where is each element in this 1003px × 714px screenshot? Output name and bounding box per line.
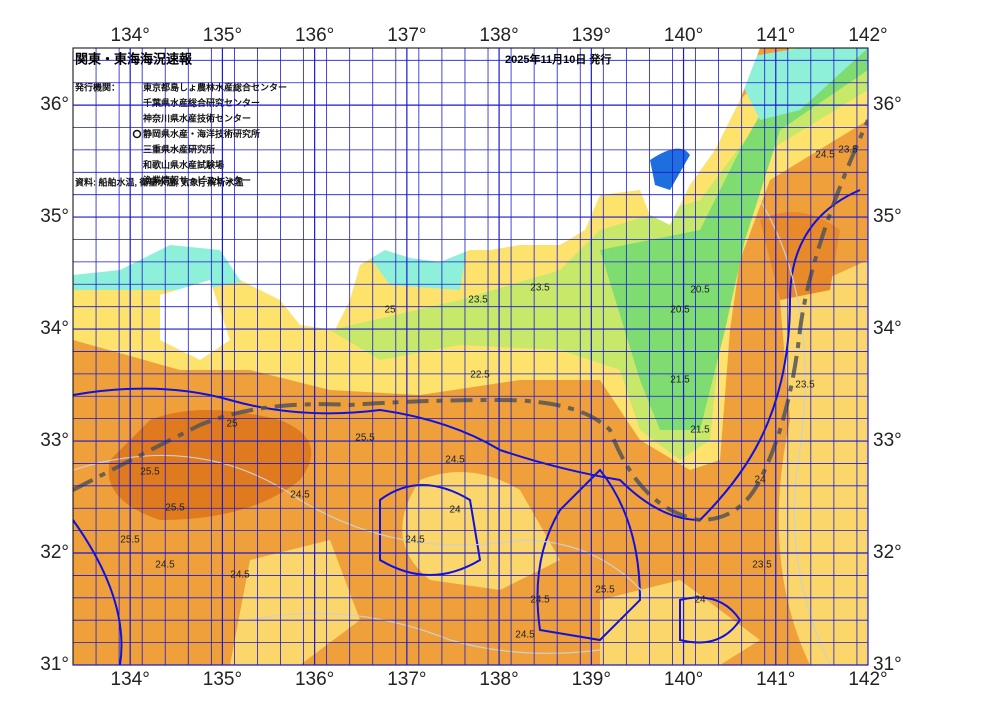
sea-cool [230, 540, 360, 665]
issuer: 千葉県水産総合研究センター [143, 97, 260, 108]
contour-label: 20.5 [690, 285, 710, 296]
contour-label: 21.5 [690, 425, 710, 436]
contour-label: 25.5 [165, 503, 185, 514]
lon-label-top: 140° [664, 25, 703, 46]
lon-label-bottom: 142° [848, 669, 887, 690]
issuer: 和歌山県水産試験場 [142, 159, 224, 170]
lat-label-left: 34° [40, 318, 69, 339]
lat-label-right: 33° [873, 430, 902, 451]
lon-label-top: 141° [756, 25, 795, 46]
contour-label: 24.5 [405, 535, 425, 546]
contour-label: 23.5 [838, 145, 858, 156]
lon-label-top: 138° [479, 25, 518, 46]
lon-label-top: 137° [387, 25, 426, 46]
title: 関東・東海海況速報 [75, 51, 193, 66]
issuers-label: 発行機関： [74, 81, 120, 92]
contour-label: 25.5 [140, 467, 160, 478]
contour-label: 25 [384, 305, 396, 316]
lat-label-right: 34° [873, 318, 902, 339]
lon-label-bottom: 140° [664, 669, 703, 690]
contour-label: 25.5 [595, 585, 615, 596]
lat-label-left: 36° [40, 94, 69, 115]
lat-label-left: 33° [40, 430, 69, 451]
contour-label: 25 [226, 419, 238, 430]
lon-label-top: 135° [203, 25, 242, 46]
sea-green [600, 48, 868, 430]
kuroshio-axis [73, 119, 868, 523]
lon-label-bottom: 137° [387, 669, 426, 690]
lat-label-left: 31° [40, 654, 69, 675]
contour-label: 24 [449, 505, 461, 516]
lon-label-bottom: 138° [479, 669, 518, 690]
contour-label: 22.5 [470, 370, 490, 381]
lat-label-right: 32° [873, 542, 902, 563]
lon-label-bottom: 136° [295, 669, 334, 690]
issuer: 神奈川県水産技術センター [143, 112, 251, 123]
lon-label-bottom: 135° [203, 669, 242, 690]
contour-label: 25.5 [120, 535, 140, 546]
contour-label: 24.5 [515, 630, 535, 641]
sea-green [330, 48, 868, 460]
contour-label: 23.5 [468, 295, 488, 306]
issuer: 三重県水産研究所 [143, 143, 215, 154]
lon-label-top: 134° [111, 25, 150, 46]
sea-warm-patch [760, 212, 840, 300]
contour-label: 24.5 [815, 150, 835, 161]
contour-label: 20.5 [670, 305, 690, 316]
lon-label-bottom: 134° [111, 669, 150, 690]
contour-label: 25.5 [355, 433, 375, 444]
sea-cool [778, 260, 868, 665]
lake [650, 148, 690, 190]
lon-label-bottom: 141° [756, 669, 795, 690]
lon-label-bottom: 139° [572, 669, 611, 690]
lon-label-top: 136° [295, 25, 334, 46]
sea-temperature-field [73, 48, 868, 665]
contour-label: 24.5 [530, 595, 550, 606]
lat-label-left: 35° [40, 206, 69, 227]
lat-label-left: 32° [40, 542, 69, 563]
lon-label-top: 142° [848, 25, 887, 46]
issue-date: 2025年11月10日 発行 [505, 52, 611, 66]
contour-label: 24 [694, 595, 706, 606]
contour-label: 24.5 [155, 560, 175, 571]
contour-label: 24.5 [290, 490, 310, 501]
sea-hot [108, 410, 312, 520]
lon-label-top: 139° [572, 25, 611, 46]
contour-label: 24.5 [445, 455, 465, 466]
land [73, 48, 760, 330]
contour-label: 24 [754, 475, 766, 486]
lat-label-right: 35° [873, 206, 902, 227]
issuer: 静岡県水産・海洋技術研究所 [143, 128, 260, 139]
contour-label: 23.5 [530, 283, 550, 294]
issuer: 漁業情報サービスセンター [143, 174, 251, 185]
marker [132, 129, 142, 139]
contour-label: 23.5 [752, 560, 772, 571]
data-source: 資料: 船舶水温, 衛星水温, 気象庁解析水温 [75, 176, 244, 187]
contour-label: 23.5 [795, 380, 815, 391]
issuer: 東京都島しょ農林水産総合センター [143, 81, 287, 92]
land [160, 280, 230, 360]
lat-label-right: 31° [873, 654, 902, 675]
contour-label: 24.5 [230, 570, 250, 581]
contour-label: 21.5 [670, 375, 690, 386]
lat-label-right: 36° [873, 94, 902, 115]
isotherm-lines [73, 199, 831, 665]
